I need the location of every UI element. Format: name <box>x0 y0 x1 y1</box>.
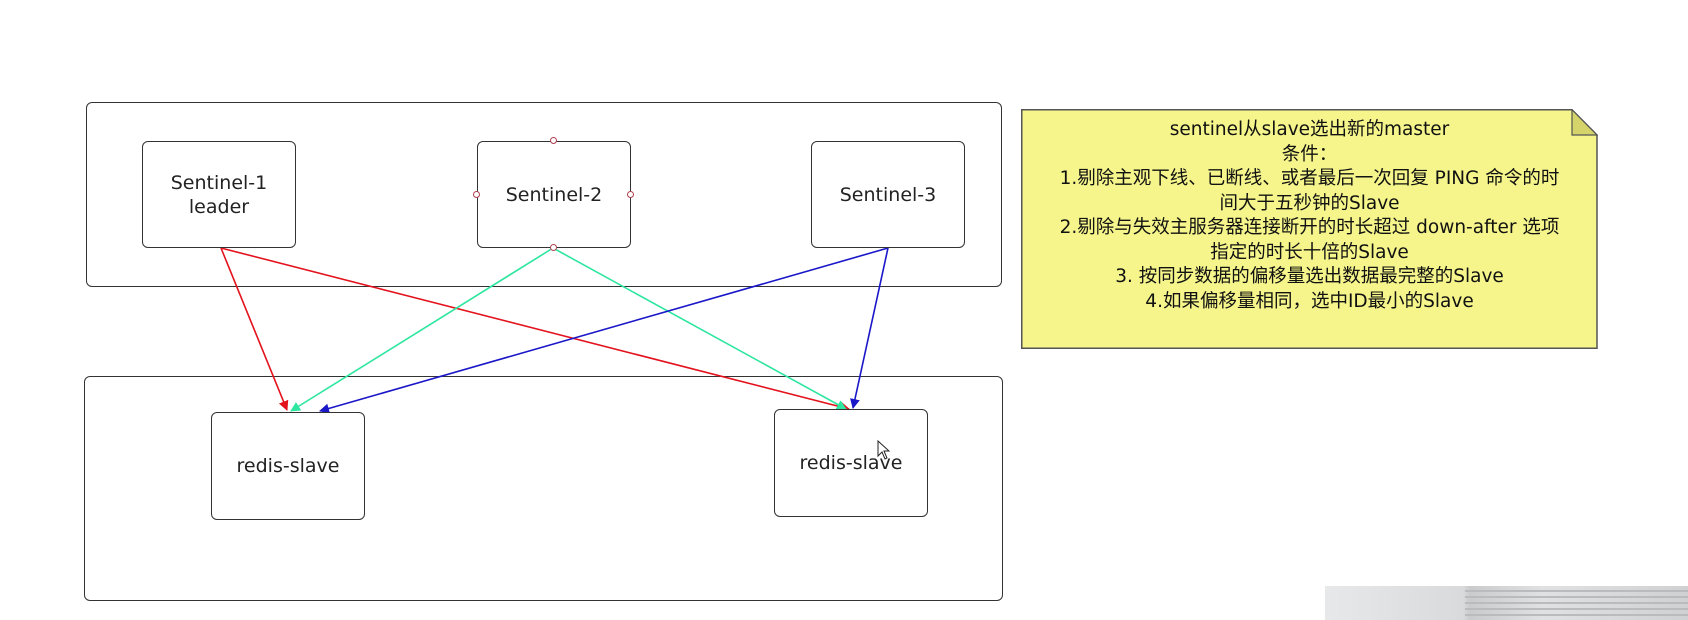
sentinel-2-top-handle[interactable] <box>550 137 557 144</box>
sentinel-2-bottom-handle[interactable] <box>550 244 557 251</box>
sentinel-1-label-line-2: leader <box>188 195 250 218</box>
sentinel-2-right-handle[interactable] <box>627 191 634 198</box>
sticky-note[interactable]: sentinel从slave选出新的master 条件： 1.剔除主观下线、已断… <box>1021 109 1598 349</box>
sentinel-2-node[interactable]: Sentinel-2 <box>477 141 631 248</box>
sentinel-1-label-line-1: Sentinel-1 <box>170 171 268 194</box>
note-line-5: 3. 按同步数据的偏移量选出数据最完整的Slave <box>1115 266 1504 287</box>
edge-sentinel-3-to-slave-left <box>319 247 889 414</box>
note-line-2: 间大于五秒钟的Slave <box>1219 192 1400 214</box>
sentinel-3-node[interactable]: Sentinel-3 <box>811 141 965 248</box>
note-line-1: 1.剔除主观下线、已断线、或者最后一次回复 PING 命令的时 <box>1059 168 1560 189</box>
webcam-thumbnail <box>1325 586 1688 620</box>
sentinel-3-label: Sentinel-3 <box>839 183 937 206</box>
sentinel-1-node[interactable]: Sentinel-1 leader <box>142 141 296 248</box>
redis-slave-right-node[interactable]: redis-slave <box>774 409 928 517</box>
note-line-6: 4.如果偏移量相同，选中ID最小的Slave <box>1145 290 1474 312</box>
sentinel-2-label: Sentinel-2 <box>505 183 603 206</box>
edge-sentinel-1-to-slave-left <box>220 247 289 411</box>
sentinel-group-frame <box>86 102 1002 287</box>
note-line-4: 指定的时长十倍的Slave <box>1210 241 1409 263</box>
sticky-note-shape <box>1021 109 1598 349</box>
sticky-note-text: sentinel从slave选出新的master 条件： 1.剔除主观下线、已断… <box>1021 118 1598 314</box>
mouse-pointer-icon <box>877 440 891 460</box>
edge-sentinel-3-to-slave-right <box>850 247 889 409</box>
edge-sentinel-1-to-slave-right <box>220 247 850 412</box>
note-subtitle: 条件： <box>1281 143 1338 165</box>
note-line-3: 2.剔除与失效主服务器连接断开的时长超过 down-after 选项 <box>1059 217 1560 238</box>
slave-group-frame <box>84 376 1003 601</box>
edge-sentinel-2-to-slave-left <box>290 247 554 412</box>
redis-slave-left-label: redis-slave <box>236 455 340 477</box>
redis-slave-left-node[interactable]: redis-slave <box>211 412 365 520</box>
note-title: sentinel从slave选出新的master <box>1169 119 1450 140</box>
edge-sentinel-2-to-slave-right <box>552 247 847 410</box>
redis-slave-right-label: redis-slave <box>799 452 903 474</box>
sentinel-2-left-handle[interactable] <box>473 191 480 198</box>
